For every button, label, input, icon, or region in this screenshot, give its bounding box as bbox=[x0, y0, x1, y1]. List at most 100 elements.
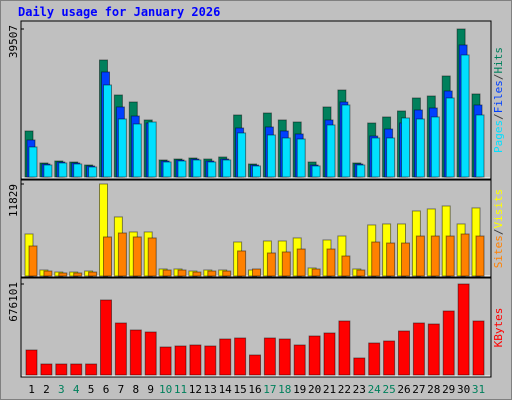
x-tick-label: 25 bbox=[382, 383, 395, 396]
bar bbox=[281, 251, 291, 277]
bar bbox=[311, 165, 321, 178]
bar bbox=[177, 160, 187, 178]
chart-title: Daily usage for January 2026 bbox=[18, 5, 220, 19]
x-tick-label: 21 bbox=[323, 383, 336, 396]
bar bbox=[114, 322, 127, 376]
bar bbox=[147, 121, 157, 178]
bar bbox=[43, 164, 53, 178]
x-tick-label: 22 bbox=[338, 383, 351, 396]
bar bbox=[341, 104, 351, 178]
bar bbox=[308, 335, 321, 376]
legend: Pages/Files/Hits bbox=[492, 47, 505, 153]
bar bbox=[460, 233, 470, 277]
legend-separator: / bbox=[492, 113, 505, 120]
bar bbox=[192, 159, 202, 178]
bar bbox=[177, 269, 187, 277]
bar bbox=[73, 163, 83, 178]
bar bbox=[356, 269, 366, 277]
x-tick-label: 27 bbox=[412, 383, 425, 396]
bar bbox=[222, 270, 232, 277]
bar bbox=[234, 337, 247, 376]
bar bbox=[398, 330, 410, 376]
x-tick-label: 23 bbox=[353, 383, 366, 396]
bar bbox=[326, 124, 336, 178]
bar bbox=[88, 271, 98, 277]
bar bbox=[430, 235, 440, 277]
x-tick-label: 31 bbox=[472, 383, 485, 396]
bar bbox=[430, 116, 440, 178]
bar bbox=[28, 245, 38, 277]
bar bbox=[383, 340, 396, 376]
legend-label: Hits bbox=[492, 47, 505, 74]
bar bbox=[356, 164, 366, 178]
x-tick-label: 1 bbox=[28, 383, 35, 396]
y-tick-label: 39507 bbox=[7, 25, 20, 58]
bar bbox=[70, 363, 83, 376]
bar bbox=[162, 161, 172, 178]
legend: KBytes bbox=[492, 308, 505, 348]
bar bbox=[222, 159, 232, 178]
bar bbox=[281, 137, 291, 178]
x-tick-label: 16 bbox=[248, 383, 261, 396]
bar bbox=[58, 272, 68, 277]
y-tick-label: 676101 bbox=[7, 282, 20, 322]
legend-label: KBytes bbox=[492, 308, 505, 348]
bar bbox=[204, 345, 217, 376]
x-tick-label: 11 bbox=[174, 383, 187, 396]
bar bbox=[371, 137, 381, 178]
y-tick-label: 11829 bbox=[7, 184, 20, 217]
bar bbox=[88, 166, 98, 178]
bar bbox=[159, 346, 172, 376]
bar bbox=[341, 255, 351, 277]
bar bbox=[386, 137, 396, 178]
bar bbox=[25, 349, 38, 376]
bar bbox=[353, 357, 366, 376]
bar bbox=[371, 241, 381, 277]
x-tick-label: 17 bbox=[263, 383, 276, 396]
bar bbox=[415, 235, 425, 277]
bar bbox=[266, 252, 276, 277]
bar bbox=[237, 132, 247, 178]
bar bbox=[401, 117, 410, 178]
x-tick-label: 14 bbox=[219, 383, 233, 396]
bar bbox=[132, 236, 142, 277]
bar bbox=[117, 118, 127, 178]
bar bbox=[43, 270, 53, 277]
x-tick-label: 30 bbox=[457, 383, 470, 396]
bar bbox=[427, 323, 440, 376]
bar bbox=[326, 248, 336, 277]
bar bbox=[386, 242, 396, 277]
x-tick-label: 18 bbox=[278, 383, 291, 396]
bar bbox=[296, 138, 306, 178]
legend: Sites/Visits bbox=[492, 189, 505, 269]
bar bbox=[103, 84, 112, 178]
bar bbox=[207, 270, 217, 277]
legend-separator: / bbox=[492, 74, 505, 81]
bar bbox=[412, 322, 425, 376]
x-tick-label: 5 bbox=[88, 383, 95, 396]
bar bbox=[415, 118, 425, 178]
bar bbox=[58, 162, 68, 178]
x-tick-label: 4 bbox=[73, 383, 80, 396]
legend-label: Files bbox=[492, 80, 505, 113]
bar bbox=[293, 344, 306, 376]
bar bbox=[129, 329, 142, 376]
bar bbox=[323, 332, 336, 376]
bar bbox=[144, 331, 157, 376]
bar bbox=[132, 123, 142, 178]
bar bbox=[73, 272, 83, 277]
bar bbox=[237, 250, 247, 277]
x-tick-label: 8 bbox=[132, 383, 139, 396]
bar bbox=[266, 134, 276, 178]
bar bbox=[252, 165, 261, 178]
x-tick-label: 29 bbox=[442, 383, 455, 396]
x-tick-label: 6 bbox=[103, 383, 110, 396]
bar bbox=[368, 342, 381, 376]
bar bbox=[103, 236, 112, 277]
x-tick-label: 2 bbox=[43, 383, 50, 396]
bar bbox=[174, 345, 187, 376]
bar bbox=[100, 299, 112, 376]
bar bbox=[40, 363, 53, 376]
bar bbox=[55, 363, 68, 376]
